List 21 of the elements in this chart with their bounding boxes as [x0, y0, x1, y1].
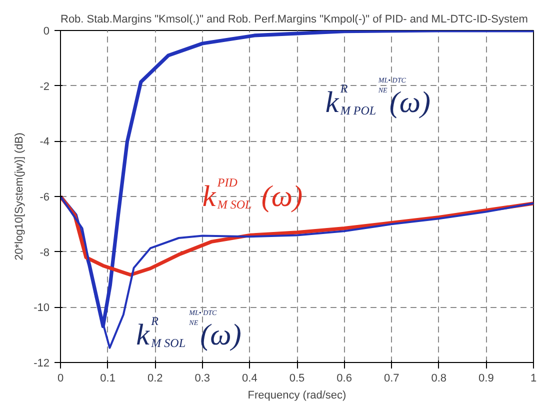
y-tick-label: -2 — [40, 80, 50, 93]
y-tick-label: -4 — [40, 136, 50, 148]
x-tick-label: 0.4 — [242, 372, 258, 384]
x-tick-label: 0.1 — [100, 372, 116, 384]
x-tick-label: 0.3 — [194, 372, 210, 384]
x-tick-label: 0 — [57, 372, 64, 384]
y-tick-label: -6 — [40, 192, 50, 204]
x-tick-label: 0.7 — [384, 372, 400, 384]
y-tick-label: -12 — [34, 358, 50, 370]
chart-title: Rob. Stab.Margins "Kmsol(.)" and Rob. Perf.Margins "Kmpol(-)" of PID- and ML-DTC-ID-System — [60, 14, 528, 26]
y-tick-label: -10 — [34, 302, 50, 314]
y-tick-label: -8 — [40, 246, 50, 259]
y-axis-title: 20*log10[System(jw)] (dB) — [14, 132, 26, 260]
x-tick-label: 1 — [530, 372, 537, 384]
x-tick-label: 0.8 — [431, 372, 447, 384]
y-tick-label: 0 — [43, 26, 50, 38]
x-tick-label: 0.9 — [478, 372, 494, 384]
x-tick-label: 0.6 — [336, 372, 352, 384]
x-tick-label: 0.2 — [147, 372, 163, 384]
x-tick-label: 0.5 — [289, 372, 305, 384]
x-axis-title: Frequency (rad/sec) — [248, 390, 346, 402]
